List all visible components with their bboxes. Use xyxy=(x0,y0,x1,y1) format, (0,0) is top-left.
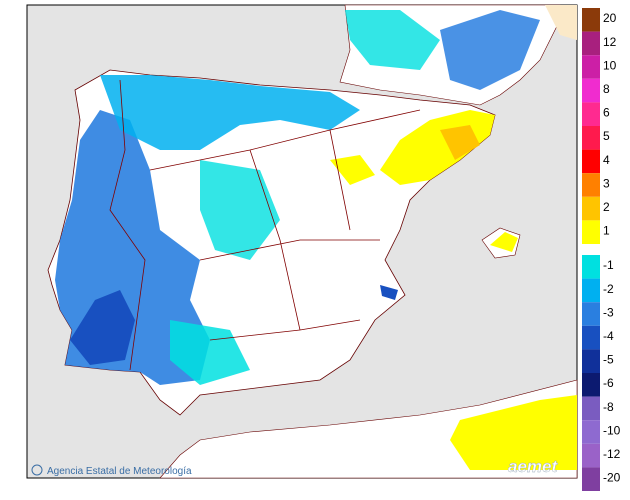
legend-label: -8 xyxy=(603,400,614,414)
legend-swatch xyxy=(582,302,600,326)
cold-field xyxy=(380,285,398,300)
legend: 20 12 10 8 6 5 4 3 2 1 -1 -2 -3 -4 -5 -6 -8 -10 -12 -20 xyxy=(582,8,621,491)
neutral-swatch xyxy=(582,244,600,255)
legend-label: -2 xyxy=(603,282,614,296)
cold-field xyxy=(70,290,135,365)
warm-field xyxy=(330,155,375,185)
legend-swatch xyxy=(582,420,600,444)
legend-swatch xyxy=(582,467,600,491)
legend-swatch xyxy=(582,196,600,221)
map: Agencia Estatal de Meteorología aemet xyxy=(26,4,578,479)
legend-swatch xyxy=(582,373,600,397)
legend-swatch xyxy=(582,126,600,150)
legend-label: 6 xyxy=(603,106,610,120)
legend-swatch xyxy=(582,149,600,174)
legend-label: 12 xyxy=(603,35,617,49)
legend-label: -5 xyxy=(603,353,614,367)
cold-field xyxy=(100,75,360,150)
legend-label: 8 xyxy=(603,82,610,96)
legend-label: 1 xyxy=(603,224,610,238)
legend-swatch xyxy=(582,102,600,126)
cold-field xyxy=(345,10,440,70)
alps xyxy=(545,5,577,40)
legend-swatch xyxy=(582,325,600,350)
legend-label: -3 xyxy=(603,305,614,319)
copyright-icon xyxy=(31,464,43,476)
legend-label: -20 xyxy=(603,471,621,485)
legend-swatch xyxy=(582,55,600,79)
cold-field xyxy=(200,160,280,260)
legend-swatch xyxy=(582,220,600,244)
legend-label: 2 xyxy=(603,200,610,214)
legend-swatch xyxy=(582,396,600,421)
legend-swatch xyxy=(582,78,600,103)
legend-label: 4 xyxy=(603,153,610,167)
legend-label: 5 xyxy=(603,129,610,143)
warm-field xyxy=(440,125,480,160)
legend-swatch xyxy=(582,173,600,197)
legend-swatch xyxy=(582,349,600,373)
legend-label: 3 xyxy=(603,176,610,190)
legend-label: 10 xyxy=(603,58,617,72)
borders xyxy=(109,79,421,371)
cold-field xyxy=(170,320,250,385)
logo: aemet xyxy=(508,457,558,476)
legend-swatch xyxy=(582,8,600,32)
legend-swatch xyxy=(582,443,600,468)
legend-label: -6 xyxy=(603,376,614,390)
legend-label: -4 xyxy=(603,329,614,343)
cold-field xyxy=(440,10,540,90)
credit: Agencia Estatal de Meteorología xyxy=(47,466,192,477)
legend-label: 20 xyxy=(603,11,617,25)
warm-field xyxy=(490,232,518,252)
legend-label: -1 xyxy=(603,258,614,272)
warm-field xyxy=(450,395,577,470)
legend-label: -12 xyxy=(603,447,621,461)
legend-swatch xyxy=(582,255,600,279)
legend-label: -10 xyxy=(603,423,621,437)
legend-swatch xyxy=(582,31,600,56)
legend-swatch xyxy=(582,278,600,303)
